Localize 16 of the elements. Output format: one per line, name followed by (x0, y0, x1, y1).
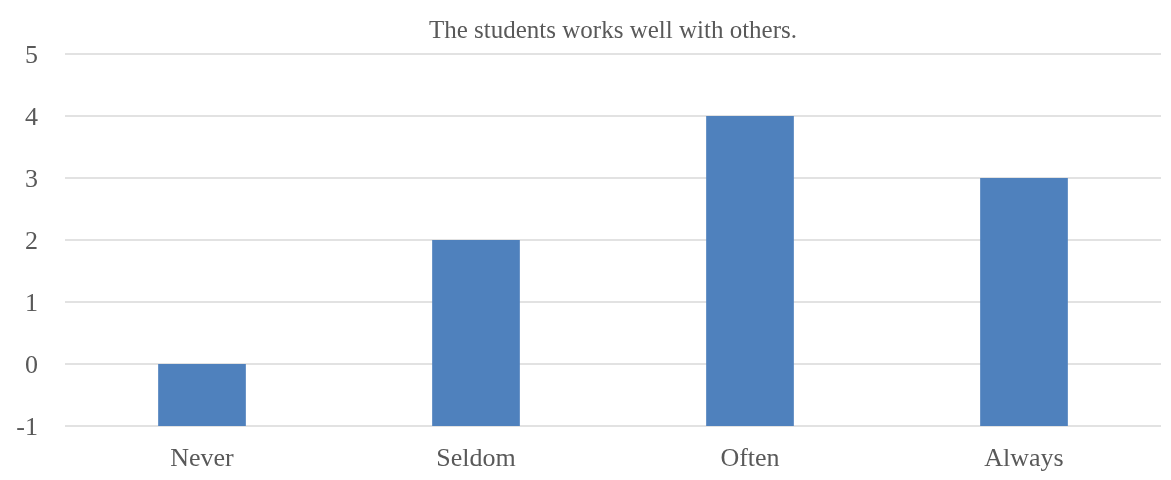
y-tick-label: 3 (25, 164, 38, 194)
x-tick-label: Never (170, 443, 235, 472)
bar (158, 364, 246, 426)
bar (432, 240, 520, 426)
chart-title: The students works well with others. (428, 16, 798, 43)
y-tick-label: 5 (25, 40, 38, 70)
y-tick-label: 2 (25, 226, 38, 256)
y-tick-label: 1 (25, 288, 38, 318)
y-tick-label: 0 (25, 350, 38, 380)
y-tick-label: -1 (16, 412, 38, 442)
bar (706, 116, 794, 426)
y-tick-label: 4 (25, 102, 38, 132)
x-tick-label: Always (984, 443, 1064, 472)
x-tick-label: Seldom (436, 443, 516, 472)
x-tick-label: Often (720, 443, 780, 472)
bar (980, 178, 1068, 426)
